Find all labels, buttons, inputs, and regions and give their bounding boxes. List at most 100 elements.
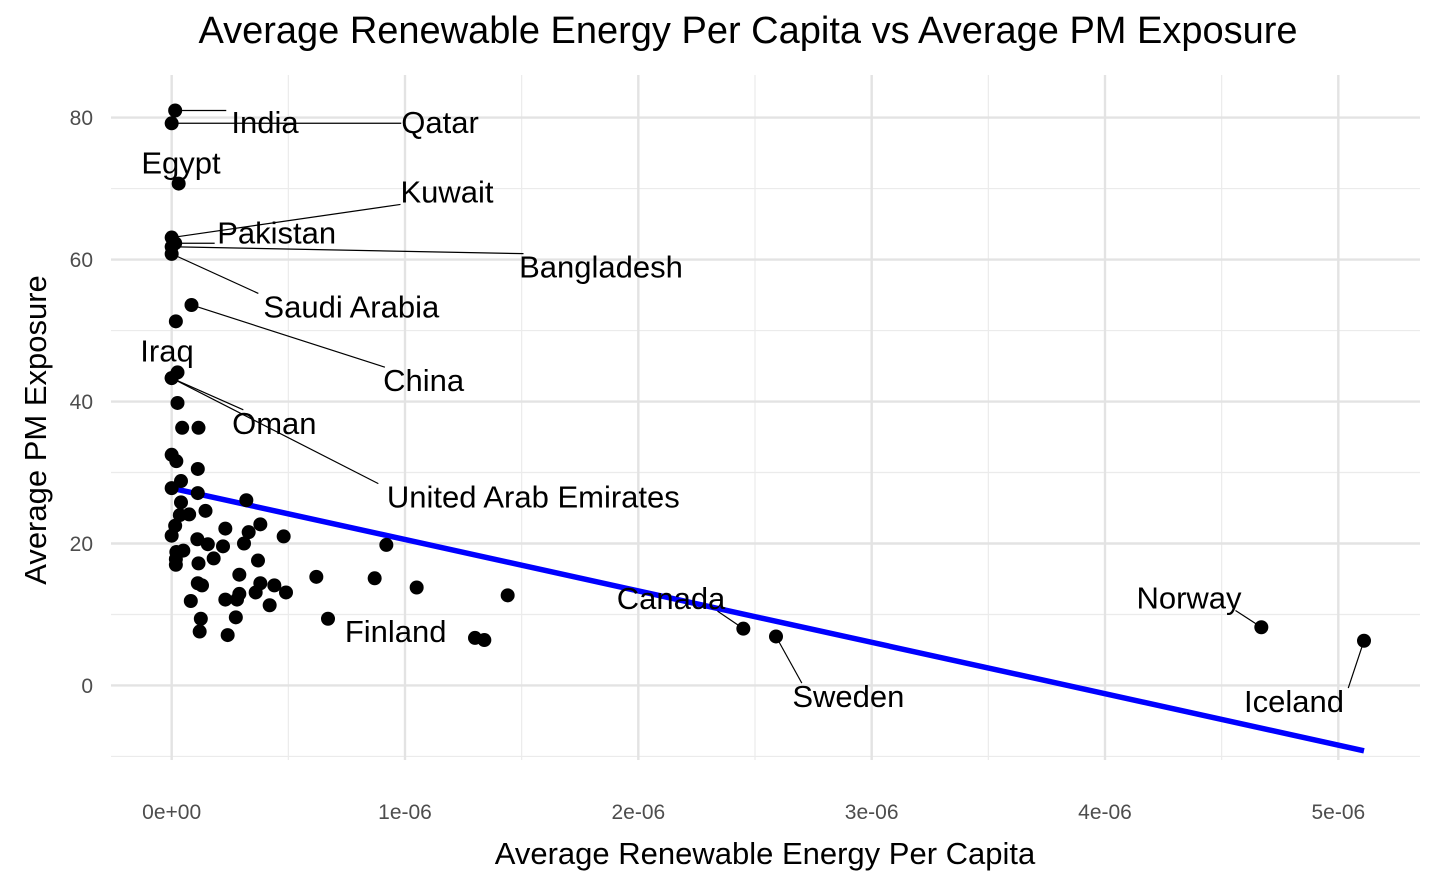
point-label: Egypt (141, 145, 221, 180)
chart-title: Average Renewable Energy Per Capita vs A… (198, 10, 1298, 52)
point-label: Iceland (1244, 684, 1344, 719)
point-label: China (383, 363, 465, 398)
y-tick-label: 40 (70, 391, 93, 414)
data-point (184, 297, 199, 312)
data-point (262, 598, 277, 613)
point-label: Saudi Arabia (263, 289, 440, 324)
data-point (206, 551, 221, 566)
data-point (168, 557, 183, 572)
data-point (321, 611, 335, 626)
data-point (174, 495, 188, 510)
data-point (190, 461, 205, 476)
data-point (276, 529, 291, 544)
point-label: Sweden (792, 679, 904, 714)
leader-line (775, 636, 803, 684)
grid-lines (111, 75, 1420, 760)
axis-ticks: 0e+00 1e-06 2e-06 3e-06 4e-06 5e-06 0 20 40 60 80 (70, 107, 1366, 824)
data-point (171, 176, 186, 191)
x-tick-label: 1e-06 (378, 801, 432, 824)
leader-line (171, 377, 244, 411)
data-point (279, 585, 293, 600)
data-point (237, 536, 251, 551)
data-point (239, 493, 254, 508)
point-label: Canada (617, 581, 726, 616)
data-point (172, 508, 187, 523)
data-point (220, 628, 235, 643)
point-label: Iraq (140, 333, 193, 368)
data-point (267, 578, 282, 593)
x-tick-label: 2e-06 (611, 801, 665, 824)
x-tick-label: 3e-06 (845, 801, 899, 824)
data-point (248, 585, 263, 600)
trend-line (171, 485, 1365, 754)
data-point (241, 525, 256, 540)
data-point (230, 592, 244, 607)
data-point (200, 537, 215, 552)
leader-line (171, 203, 401, 239)
point-label: United Arab Emirates (387, 480, 680, 515)
data-point (769, 629, 783, 644)
data-point (736, 621, 751, 636)
data-points (164, 103, 1371, 648)
data-point (1254, 620, 1269, 635)
data-point (164, 371, 179, 386)
leader-line (171, 246, 524, 255)
data-point (193, 611, 208, 626)
x-tick-label: 0e+00 (142, 801, 201, 824)
data-point (175, 420, 190, 435)
y-tick-label: 20 (70, 533, 93, 556)
y-axis-title: Average PM Exposure (18, 275, 53, 585)
data-point (251, 553, 265, 568)
data-point (190, 532, 205, 547)
point-label: Bangladesh (519, 250, 683, 285)
data-point (164, 246, 179, 261)
data-point (195, 578, 209, 593)
trend-line-group (171, 485, 1365, 754)
leader-line (191, 304, 386, 368)
data-point (169, 454, 184, 469)
data-point (190, 486, 205, 501)
data-point (218, 592, 233, 607)
x-tick-label: 5e-06 (1311, 801, 1365, 824)
data-point (367, 571, 382, 586)
leader-line (1347, 640, 1365, 689)
data-point (253, 517, 268, 532)
point-label: Norway (1136, 580, 1242, 615)
data-point (1357, 633, 1371, 648)
data-point (379, 537, 394, 552)
y-tick-label: 0 (81, 675, 93, 698)
data-point (216, 539, 230, 554)
x-tick-label: 4e-06 (1078, 801, 1132, 824)
data-point (191, 556, 206, 571)
data-point (164, 116, 179, 131)
point-labels: India Qatar Egypt Kuwait Pakistan Bangladesh S… (140, 105, 1344, 719)
data-point (198, 503, 213, 518)
data-point (409, 580, 424, 595)
point-label: Finland (345, 614, 447, 649)
point-label: Oman (232, 406, 316, 441)
point-label: Qatar (401, 105, 479, 140)
data-point (168, 103, 183, 118)
data-point (309, 569, 324, 584)
data-point (228, 610, 243, 625)
data-point (164, 528, 179, 543)
label-leader-lines (171, 109, 1365, 689)
point-label: Pakistan (217, 216, 336, 251)
leader-line (171, 253, 259, 294)
x-axis-title: Average Renewable Energy Per Capita (495, 836, 1036, 871)
data-point (164, 481, 179, 496)
data-point (500, 588, 515, 603)
point-label: India (231, 105, 299, 140)
leader-line (171, 377, 379, 485)
data-point (168, 314, 183, 329)
data-point (183, 593, 198, 608)
y-tick-label: 60 (70, 249, 93, 272)
data-point (232, 567, 247, 582)
y-tick-label: 80 (70, 107, 93, 130)
data-point (191, 420, 206, 435)
data-point (192, 624, 207, 639)
data-point (218, 521, 233, 536)
point-label: Kuwait (400, 174, 493, 209)
data-point (170, 395, 185, 410)
